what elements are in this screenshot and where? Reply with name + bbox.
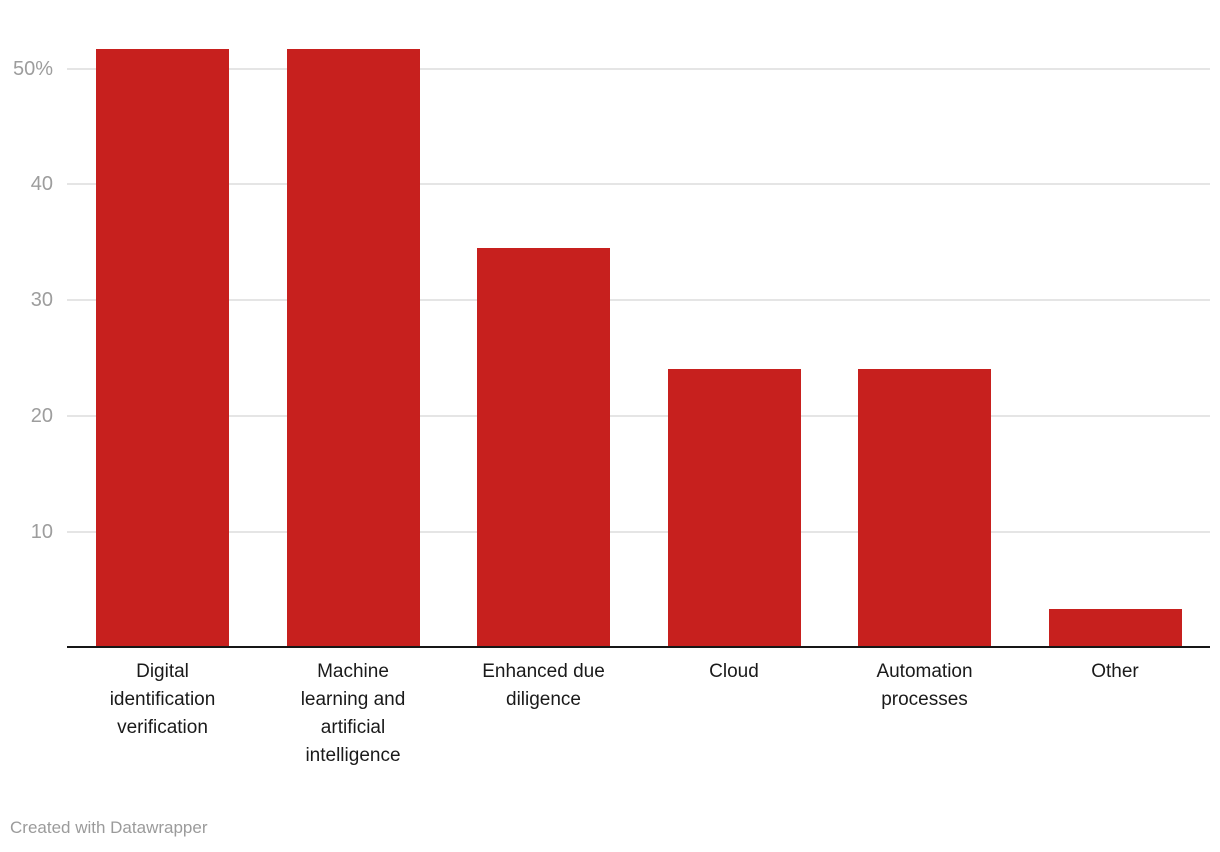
y-tick-label-20: 20	[30, 405, 53, 428]
bar-digital-identification-verification[interactable]	[96, 49, 229, 648]
y-tick-label-50: 50%	[12, 57, 53, 80]
bar-cloud[interactable]	[667, 369, 801, 648]
y-tick-label-10: 10	[30, 521, 53, 544]
x-category-label-other: Other	[1091, 661, 1139, 682]
gridline-20	[67, 415, 1210, 418]
bar-machine-learning-and-artificial-intelligence[interactable]	[286, 49, 420, 648]
bar-enhanced-due-diligence[interactable]	[477, 248, 610, 648]
x-category-label-digital-identification-verification: Digital identification verification	[109, 661, 216, 738]
x-category-label-enhanced-due-diligence: Enhanced due diligence	[482, 661, 605, 710]
x-category-label-cloud: Cloud	[709, 661, 759, 682]
y-tick-label-40: 40	[30, 173, 53, 196]
bar-other[interactable]	[1048, 609, 1182, 648]
x-category-label-machine-learning-and-artificial-intelligence: Machine learning and artificial intellig…	[300, 661, 406, 766]
x-axis-line	[67, 646, 1210, 648]
gridline-40	[67, 183, 1210, 186]
gridline-50	[67, 67, 1210, 70]
x-category-label-automation-processes: Automation processes	[876, 661, 973, 710]
bar-automation-processes[interactable]	[858, 369, 991, 648]
gridline-10	[67, 531, 1210, 534]
y-tick-label-30: 30	[30, 289, 53, 312]
gridline-30	[67, 299, 1210, 302]
datawrapper-credit[interactable]: Created with Datawrapper	[10, 818, 208, 837]
